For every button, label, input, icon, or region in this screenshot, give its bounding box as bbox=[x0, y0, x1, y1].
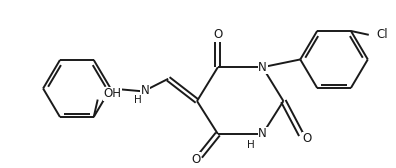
Text: N: N bbox=[258, 128, 267, 140]
Text: O: O bbox=[303, 132, 312, 145]
Text: Cl: Cl bbox=[377, 28, 388, 41]
Text: H: H bbox=[247, 140, 255, 150]
Text: N: N bbox=[141, 84, 150, 97]
Text: O: O bbox=[191, 153, 201, 166]
Text: H: H bbox=[133, 95, 141, 105]
Text: O: O bbox=[213, 28, 223, 41]
Text: N: N bbox=[258, 61, 267, 74]
Text: OH: OH bbox=[104, 87, 122, 100]
